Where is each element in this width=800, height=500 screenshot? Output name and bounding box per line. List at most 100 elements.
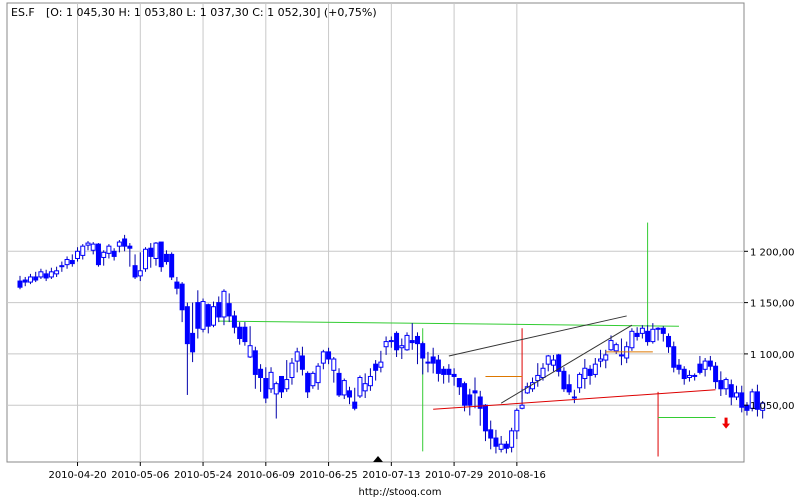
candle-body	[676, 364, 682, 370]
candle-body	[488, 429, 494, 439]
candle-body	[435, 359, 441, 374]
candle-body	[420, 343, 426, 359]
y-tick-label: 1 100,00	[750, 350, 795, 361]
candle-body	[462, 383, 468, 406]
candle-body	[540, 367, 546, 378]
candle-body	[650, 328, 656, 343]
candle-body	[179, 283, 185, 311]
candle-body	[200, 301, 206, 330]
candle-body	[728, 384, 734, 398]
candle-body	[618, 354, 624, 357]
x-tick-label: 2010-08-16	[488, 470, 546, 481]
candle-body	[27, 276, 33, 283]
candle-body	[707, 360, 713, 367]
candle-body	[226, 303, 232, 317]
candle-body	[54, 270, 60, 275]
candle-body	[69, 260, 75, 265]
candle-body	[519, 404, 525, 409]
candle-body	[550, 359, 556, 366]
candle-body	[352, 401, 358, 409]
source-url[interactable]: http://stooq.com	[359, 487, 442, 498]
candle-body	[425, 361, 431, 364]
candle-body	[409, 340, 415, 344]
candle-body	[346, 390, 352, 398]
candle-body	[336, 372, 342, 396]
y-tick-label: 1 200,00	[750, 247, 795, 258]
candle-body	[404, 334, 410, 351]
scroll-marker-icon[interactable]	[373, 456, 383, 462]
channel-upper-line	[448, 315, 627, 357]
candle-body	[137, 270, 143, 277]
candle-body	[514, 409, 520, 432]
candle-body	[326, 351, 332, 360]
candle-body	[190, 332, 196, 353]
candle-body	[273, 383, 279, 395]
candle-body	[666, 335, 672, 348]
candle-body	[566, 384, 572, 393]
candle-body	[38, 271, 44, 278]
y-tick-label: 1 050,00	[750, 401, 795, 412]
candle-body	[760, 402, 766, 411]
candle-body	[153, 242, 159, 259]
candle-body	[75, 250, 81, 259]
candle-body	[399, 345, 405, 349]
candle-body	[294, 351, 300, 362]
candle-body	[503, 443, 509, 449]
candle-body	[48, 271, 54, 278]
candle-body	[545, 355, 551, 365]
candle-body	[184, 306, 190, 345]
candle-body	[59, 265, 65, 268]
candle-body	[95, 243, 101, 266]
candle-body	[734, 392, 740, 398]
candle-body	[90, 243, 96, 251]
y-tick-label: 1 150,00	[750, 299, 795, 310]
candle-body	[143, 248, 149, 270]
candle-body	[744, 404, 750, 411]
candle-body	[660, 327, 666, 334]
candle-body	[723, 379, 729, 390]
plot-background	[6, 2, 745, 463]
candle-body	[383, 341, 389, 348]
candle-body	[629, 330, 635, 349]
candle-body	[216, 302, 222, 318]
candle-body	[148, 247, 154, 257]
candle-body	[394, 332, 400, 351]
candle-body	[80, 245, 86, 256]
candle-body	[702, 360, 708, 370]
candle-body	[441, 368, 447, 375]
candle-body	[263, 378, 269, 399]
candle-body	[378, 361, 384, 368]
candle-body	[493, 437, 499, 447]
candle-body	[315, 365, 321, 384]
candle-body	[221, 290, 227, 318]
candle-body	[692, 374, 698, 377]
candle-body	[132, 265, 138, 278]
candle-body	[205, 304, 211, 327]
x-tick-label: 2010-07-13	[362, 470, 420, 481]
candle-body	[467, 394, 473, 406]
candle-body	[17, 280, 23, 288]
candle-body	[754, 391, 760, 410]
symbol-label: ES.F	[11, 6, 35, 19]
ohlc-readout: [O: 1 045,30 H: 1 053,80 L: 1 037,30 C: …	[46, 6, 377, 19]
candle-body	[498, 443, 504, 450]
candle-body	[284, 379, 290, 390]
candle-body	[373, 363, 379, 371]
channel-lower-line	[500, 324, 633, 404]
candle-body	[655, 327, 661, 330]
candle-body	[299, 355, 305, 370]
candle-body	[116, 241, 122, 247]
candle-body	[101, 251, 107, 258]
candle-body	[320, 351, 326, 364]
candle-body	[577, 373, 583, 389]
candle-body	[624, 346, 630, 359]
candle-body	[456, 378, 462, 388]
candle-body	[571, 396, 577, 399]
y-axis: 1 050,00 1 100,00 1 150,00 1 200,00	[744, 247, 795, 412]
candle-body	[158, 241, 164, 268]
x-tick-label: 2010-06-09	[237, 470, 295, 481]
candle-body	[634, 332, 640, 337]
x-tick-label: 2010-06-25	[300, 470, 358, 481]
neckline-support-line	[433, 389, 716, 410]
